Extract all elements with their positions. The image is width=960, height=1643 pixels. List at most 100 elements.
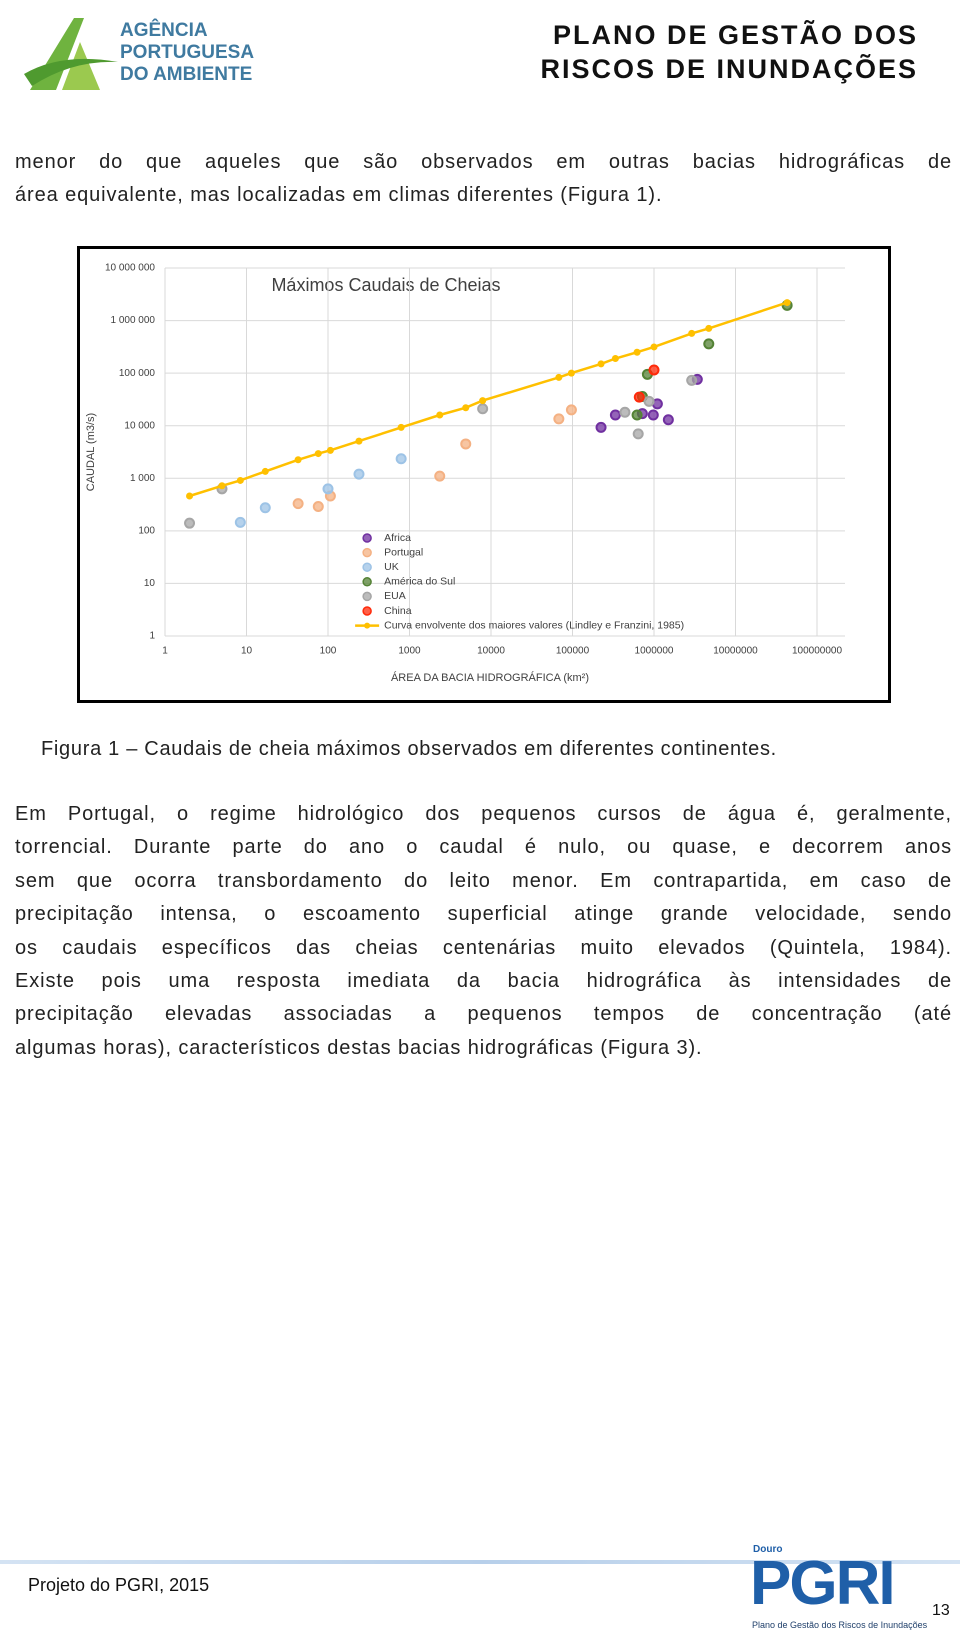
data-point [322,483,334,495]
data-point [261,467,269,475]
y-tick-label: 1 [149,631,155,642]
logo-name: PGRI [750,1549,896,1618]
text-line: Existe pois uma resposta imediata da bac… [15,970,952,992]
y-tick-label: 10 000 [124,420,155,431]
legend-marker [362,591,372,602]
data-point [619,406,631,418]
text-line: precipitação intensa, o escoamento super… [15,903,952,926]
legend-marker [364,622,371,629]
data-point [553,413,565,425]
data-point [326,446,334,454]
data-point [292,498,304,510]
y-tick-label: 10 [144,578,156,589]
data-point [647,409,659,421]
data-point [662,414,674,426]
data-point [631,409,643,421]
footer-rule [0,1560,960,1564]
legend-label: UK [384,561,399,573]
legend-label: EUA [384,590,406,602]
data-point [565,404,577,416]
x-axis-title: ÁREA DA BACIA HIDROGRÁFICA (km²) [391,671,589,684]
y-tick-label: 1 000 000 [111,315,156,326]
data-point [234,516,246,528]
logo-mark [24,18,118,90]
data-point [460,438,472,450]
text-line: precipitação elevadas associadas a peque… [15,1003,952,1026]
y-axis-title: CAUDAL (m3/s) [85,413,97,491]
x-tick-label: 10 [241,646,253,657]
data-point [434,470,446,482]
legend-marker [362,533,372,543]
logo-region: Douro [753,1544,783,1555]
legend-label: Africa [384,532,411,544]
logo-subtitle: Plano de Gestão dos Riscos de Inundações [752,1620,928,1630]
page-number: 13 [932,1602,950,1619]
text-line: área equivalente, mas localizadas em cli… [15,184,663,207]
text-line: Em Portugal, o regime hidrológico dos pe… [15,803,952,825]
legend-label: China [384,605,412,617]
data-point [650,343,658,351]
text-line: algumas horas), característicos destas b… [15,1036,703,1059]
legend-marker [362,562,372,572]
data-point [686,374,698,386]
data-point [184,517,196,529]
chart-title: Máximos Caudais de Cheias [271,275,500,295]
text-line: os caudais específicos das cheias centen… [15,936,952,959]
x-tick-label: 1 [162,646,168,657]
chart: Máximos Caudais de Cheias ÁREA DA BACIA … [77,246,891,703]
legend-marker [362,577,372,587]
data-point [294,456,302,464]
data-point [312,501,324,513]
data-point [186,492,194,500]
data-point [597,360,605,368]
data-point [355,437,363,445]
text-line: sem que ocorra transbordamento do leito … [15,869,952,892]
x-tick-label: 1000 [398,646,421,657]
data-point [314,450,322,458]
data-point [595,421,607,433]
figure-caption: Figura 1 – Caudais de cheia máximos obse… [41,738,777,760]
footer-project: Projeto do PGRI, 2015 [28,1575,210,1595]
data-point [477,403,489,415]
data-point [609,409,621,421]
text-line: menor do que aqueles que são observados … [15,151,952,173]
x-tick-label: 100000000 [792,646,842,657]
logo-text: DO AMBIENTE [120,64,253,85]
data-point [688,329,696,337]
data-point [462,404,470,412]
data-point [353,468,365,480]
text-line: torrencial. Durante parte do ano o cauda… [15,836,952,859]
legend-marker [362,606,372,616]
y-tick-label: 1 000 [130,473,155,484]
data-point [218,482,226,490]
y-tick-label: 100 [138,525,155,536]
data-point [648,364,660,376]
y-tick-label: 10 000 000 [105,263,155,274]
legend-label: Portugal [384,546,423,558]
figure: Máximos Caudais de Cheias ÁREA DA BACIA … [77,246,891,703]
data-point [236,476,244,484]
logo-text: AGÊNCIA [120,20,208,41]
y-tick-label: 100 000 [119,368,156,379]
header-title: RISCOS DE INUNDAÇÕES [540,54,918,84]
x-tick-label: 100000 [556,646,590,657]
data-point [703,338,715,350]
data-point [705,324,713,332]
data-point [611,354,619,362]
data-point [643,395,655,407]
x-tick-label: 100 [320,646,337,657]
data-point [567,369,575,377]
figure-border [77,246,891,703]
data-point [479,397,487,405]
x-tick-label: 10000 [477,646,505,657]
data-point [783,299,791,307]
data-point [436,411,444,419]
legend-label: América do Sul [384,576,455,588]
logo-text: PORTUGUESA [120,42,255,63]
data-point [633,391,645,403]
legend-label: Curva envolvente dos maiores valores (Li… [384,619,684,631]
header-title: PLANO DE GESTÃO DOS [552,20,918,50]
data-point [632,428,644,440]
data-point [397,423,405,431]
